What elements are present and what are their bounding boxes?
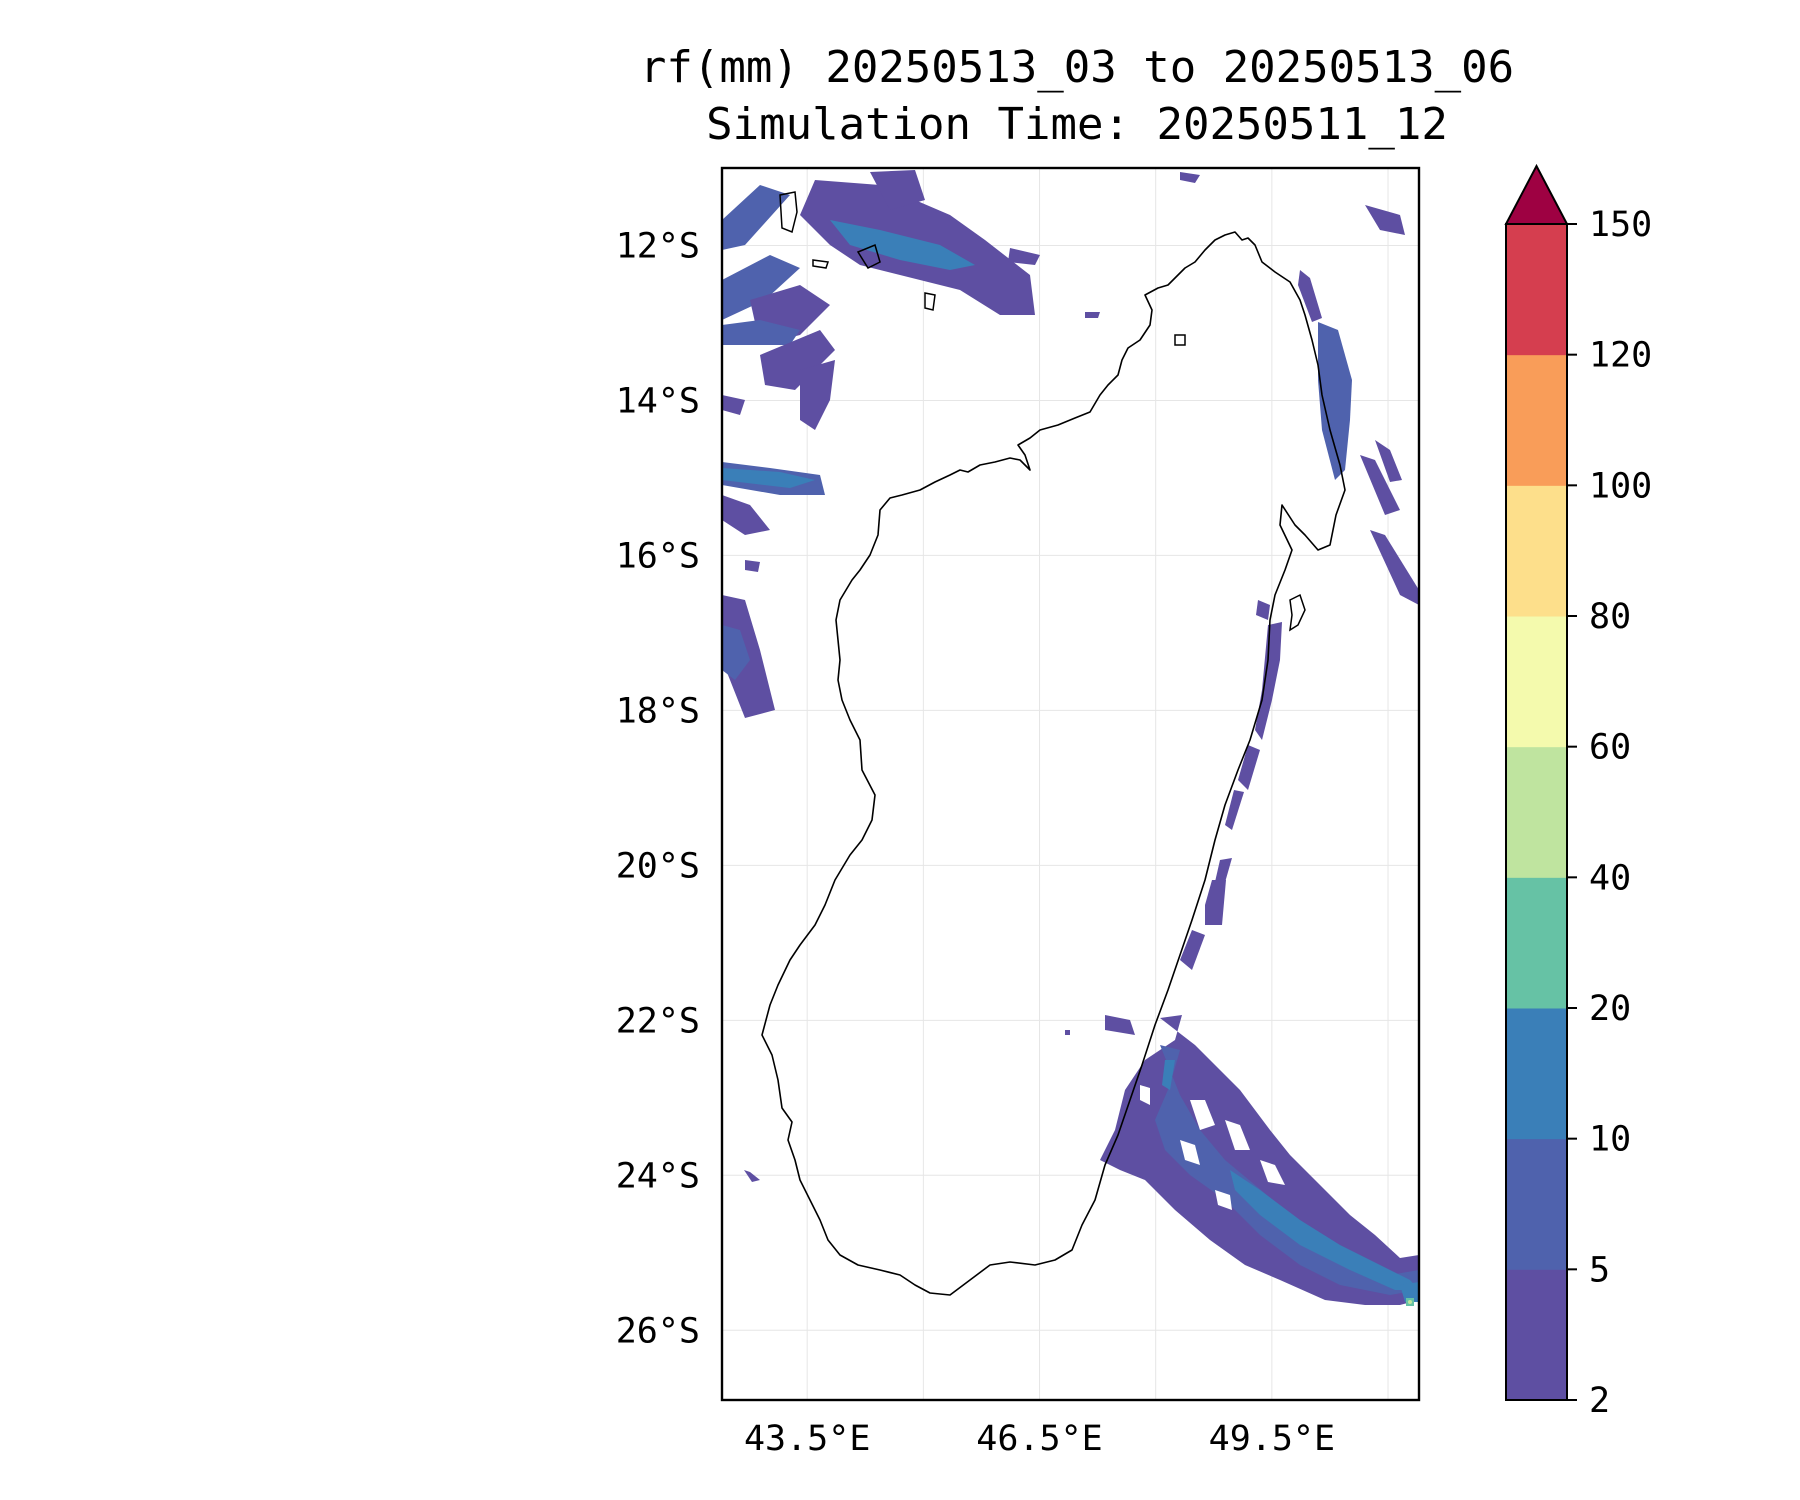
- rain-band: [722, 185, 790, 250]
- rain-band: [722, 395, 745, 415]
- rain-band: [1100, 1015, 1419, 1305]
- island-coastline: [1174, 334, 1186, 346]
- rain-band: [1105, 1015, 1135, 1035]
- map-frame: [720, 166, 1421, 1402]
- rain-band: [1162, 1060, 1175, 1090]
- colorbar-tick-label: 5: [1589, 1250, 1610, 1290]
- rain-band: [1225, 790, 1244, 830]
- rain-band: [722, 468, 815, 488]
- rain-band: [722, 625, 750, 680]
- rain-band: [1365, 205, 1405, 235]
- rain-band: [1370, 530, 1419, 605]
- lat-tick-label: 20°S: [616, 846, 700, 886]
- rain-band: [1085, 312, 1100, 318]
- lat-tick-label: 22°S: [616, 1001, 700, 1041]
- colorbar-tick-label: 40: [1589, 858, 1631, 898]
- rain-band: [722, 320, 800, 345]
- colorbar-swatch: [1506, 1138, 1567, 1270]
- rain-band: [1008, 248, 1040, 265]
- lat-tick-label: 24°S: [616, 1156, 700, 1196]
- colorbar-tick-label: 100: [1589, 466, 1652, 506]
- rain-band: [1298, 270, 1322, 322]
- lat-tick-label: 12°S: [616, 226, 700, 266]
- map-title-line1: rf(mm) 20250513_03 to 20250513_06: [640, 42, 1514, 93]
- rain-band: [745, 560, 760, 572]
- island-coastline: [924, 292, 936, 311]
- colorbar-tick-label: 120: [1589, 336, 1652, 376]
- colorbar-tick-label: 2: [1589, 1381, 1610, 1421]
- coastline: [761, 191, 1346, 1296]
- rain-band: [1256, 600, 1270, 620]
- lon-tick-label: 43.5°E: [744, 1419, 870, 1459]
- colorbar-tick-label: 80: [1589, 597, 1631, 637]
- colorbar: 2 5 10 20 40 60 80 100 120 150: [1504, 163, 1652, 1421]
- rain-gap: [1180, 1140, 1200, 1165]
- rain-gap: [1190, 1100, 1215, 1130]
- rain-gap: [1215, 1190, 1232, 1210]
- lon-tick-label: 46.5°E: [976, 1419, 1102, 1459]
- rain-peak: [1408, 1300, 1412, 1304]
- rain-band: [1065, 1030, 1070, 1035]
- colorbar-swatch: [1506, 485, 1567, 617]
- lat-tick-label: 26°S: [616, 1311, 700, 1351]
- rain-band: [830, 220, 975, 270]
- lat-tick-label: 14°S: [616, 381, 700, 421]
- rain-gap: [1260, 1160, 1285, 1185]
- colorbar-extend-arrow: [1504, 163, 1569, 225]
- island-coastline: [779, 191, 798, 234]
- rain-gap: [1140, 1085, 1150, 1105]
- colorbar-swatch: [1506, 616, 1567, 748]
- rain-band: [1238, 745, 1260, 790]
- rain-band: [760, 330, 835, 390]
- map-panel: 12°S14°S16°S18°S20°S22°S24°S26°S 43.5°E 4…: [616, 166, 1421, 1459]
- island-coastline: [812, 259, 829, 269]
- colorbar-tick-label: 60: [1589, 728, 1631, 768]
- colorbar-swatch: [1506, 354, 1567, 486]
- colorbar-swatch: [1506, 746, 1567, 878]
- rain-band: [1180, 172, 1200, 183]
- rain-band: [1230, 1170, 1419, 1290]
- rain-band: [1400, 1282, 1419, 1302]
- lon-tick-label: 49.5°E: [1209, 1419, 1335, 1459]
- rain-band: [1155, 1045, 1419, 1295]
- colorbar-swatch: [1506, 877, 1567, 1009]
- colorbar-swatch: [1506, 224, 1567, 356]
- colorbar-swatch: [1506, 1269, 1567, 1401]
- rain-band: [1255, 622, 1282, 740]
- rain-band: [1318, 322, 1352, 480]
- lat-tick-label: 16°S: [616, 536, 700, 576]
- rain-band: [1205, 880, 1226, 925]
- rain-band: [1180, 930, 1205, 970]
- rainfall-shading: [722, 170, 1419, 1306]
- madagascar-coastline: [761, 231, 1346, 1296]
- rain-band: [1360, 455, 1400, 515]
- longitude-axis: 43.5°E 46.5°E 49.5°E: [744, 1419, 1335, 1459]
- lat-tick-label: 18°S: [616, 691, 700, 731]
- rain-band: [870, 170, 925, 210]
- rain-band: [722, 495, 770, 535]
- rain-band: [800, 360, 835, 430]
- rain-band: [722, 255, 800, 320]
- latitude-axis: 12°S 14°S 16°S 18°S 20°S 22°S 24°S 26°S: [616, 226, 700, 1351]
- rain-gap: [1225, 1120, 1250, 1150]
- rain-band: [744, 1170, 760, 1182]
- map-title-line2: Simulation Time: 20250511_12: [706, 99, 1448, 150]
- colorbar-tick-label: 150: [1589, 205, 1652, 245]
- colorbar-swatch: [1506, 1008, 1567, 1140]
- island-coastline: [856, 243, 881, 269]
- rain-band: [1375, 440, 1402, 482]
- island-coastline: [1289, 593, 1306, 632]
- colorbar-tick-label: 10: [1589, 1120, 1631, 1160]
- colorbar-frame: [1505, 223, 1568, 1401]
- colorbar-tick-label: 20: [1589, 989, 1631, 1029]
